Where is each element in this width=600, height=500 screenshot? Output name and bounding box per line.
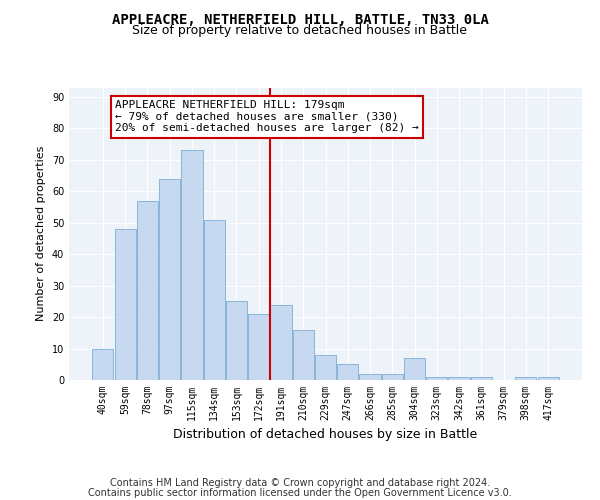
- Bar: [515, 377, 536, 380]
- Bar: [248, 314, 269, 380]
- Bar: [359, 374, 380, 380]
- Text: Size of property relative to detached houses in Battle: Size of property relative to detached ho…: [133, 24, 467, 37]
- Bar: [538, 377, 559, 380]
- Bar: [137, 200, 158, 380]
- Bar: [92, 348, 113, 380]
- Bar: [181, 150, 203, 380]
- Text: APPLEACRE NETHERFIELD HILL: 179sqm
← 79% of detached houses are smaller (330)
20: APPLEACRE NETHERFIELD HILL: 179sqm ← 79%…: [115, 100, 419, 134]
- Bar: [203, 220, 225, 380]
- Text: Contains HM Land Registry data © Crown copyright and database right 2024.: Contains HM Land Registry data © Crown c…: [110, 478, 490, 488]
- Bar: [293, 330, 314, 380]
- Bar: [382, 374, 403, 380]
- Bar: [426, 377, 448, 380]
- Bar: [159, 178, 180, 380]
- Y-axis label: Number of detached properties: Number of detached properties: [36, 146, 46, 322]
- Bar: [115, 229, 136, 380]
- X-axis label: Distribution of detached houses by size in Battle: Distribution of detached houses by size …: [173, 428, 478, 442]
- Bar: [471, 377, 492, 380]
- Bar: [315, 355, 336, 380]
- Bar: [404, 358, 425, 380]
- Bar: [271, 304, 292, 380]
- Bar: [448, 377, 470, 380]
- Bar: [337, 364, 358, 380]
- Text: Contains public sector information licensed under the Open Government Licence v3: Contains public sector information licen…: [88, 488, 512, 498]
- Bar: [226, 302, 247, 380]
- Text: APPLEACRE, NETHERFIELD HILL, BATTLE, TN33 0LA: APPLEACRE, NETHERFIELD HILL, BATTLE, TN3…: [112, 12, 488, 26]
